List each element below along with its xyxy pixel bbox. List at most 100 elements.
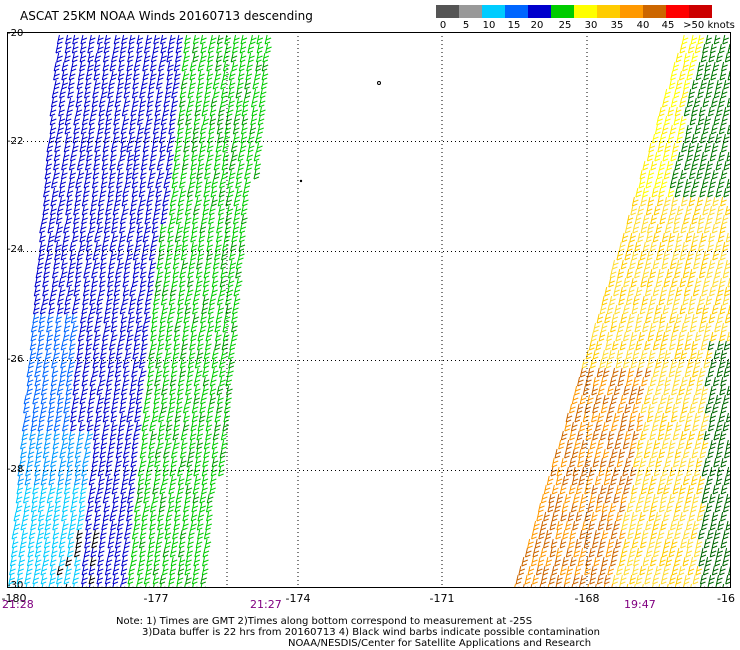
wind-barb	[31, 511, 38, 522]
wind-barb	[638, 178, 646, 189]
wind-barb	[159, 223, 167, 234]
wind-barb	[686, 538, 694, 549]
wind-barb	[593, 322, 600, 333]
wind-barb	[215, 313, 223, 324]
wind-barb	[143, 502, 151, 513]
wind-barb	[584, 403, 592, 414]
wind-barb	[592, 349, 600, 360]
wind-barb	[165, 340, 172, 351]
wind-barb	[652, 547, 660, 558]
wind-barb	[85, 511, 92, 522]
wind-barb	[255, 61, 262, 72]
wind-barb	[48, 475, 56, 486]
wind-barb	[722, 133, 730, 144]
wind-barb	[94, 511, 102, 522]
lon-label: -16	[717, 592, 735, 605]
wind-barb	[152, 304, 159, 315]
wind-barb	[103, 43, 111, 54]
wind-barb	[119, 232, 127, 243]
wind-barb	[130, 376, 138, 387]
wind-barb	[180, 79, 188, 90]
wind-barb	[611, 547, 619, 558]
wind-barb	[167, 313, 174, 324]
wind-barb	[186, 547, 193, 558]
wind-barb	[103, 421, 110, 432]
wind-barb	[144, 304, 151, 315]
wind-barb	[239, 142, 247, 153]
wind-barb	[722, 421, 730, 432]
wind-barb	[164, 430, 172, 441]
wind-barb	[185, 385, 192, 396]
wind-barb	[114, 376, 122, 387]
wind-barb	[642, 322, 649, 333]
wind-barb	[67, 268, 75, 279]
wind-barb	[91, 538, 98, 549]
wind-barb	[693, 151, 701, 162]
wind-barb	[203, 187, 211, 198]
wind-barb	[79, 394, 87, 405]
wind-barb	[663, 250, 670, 261]
wind-barb	[153, 475, 161, 486]
wind-barb	[703, 223, 711, 234]
wind-barb	[187, 277, 194, 288]
wind-barb	[61, 70, 69, 81]
wind-barb	[658, 349, 666, 360]
wind-barb	[193, 565, 200, 576]
wind-barb	[676, 340, 684, 351]
wind-barb	[120, 43, 127, 54]
wind-barb	[154, 376, 161, 387]
wind-barb	[714, 502, 722, 513]
legend-swatch	[528, 5, 551, 18]
wind-barb	[28, 358, 35, 369]
wind-barb	[233, 34, 240, 45]
wind-barb	[86, 331, 93, 342]
wind-barb	[183, 52, 190, 63]
wind-barb	[40, 394, 48, 405]
wind-barb	[193, 385, 201, 396]
wind-barb	[40, 484, 48, 495]
wind-barb	[46, 322, 53, 333]
wind-barb	[99, 448, 107, 459]
wind-barb	[179, 358, 187, 369]
wind-barb	[222, 142, 229, 153]
wind-barb	[61, 430, 69, 441]
wind-barb	[137, 376, 145, 387]
wind-barb	[681, 241, 689, 252]
wind-barb	[20, 439, 27, 450]
wind-barb	[70, 412, 77, 423]
wind-barb	[691, 106, 698, 117]
wind-barb	[119, 403, 126, 414]
wind-barb	[205, 430, 212, 441]
wind-barb	[58, 286, 66, 297]
wind-barb	[229, 259, 237, 270]
wind-barb	[168, 403, 175, 414]
wind-barb	[696, 484, 703, 495]
wind-barb	[113, 115, 120, 126]
wind-barb	[683, 106, 691, 117]
wind-barb	[203, 268, 211, 279]
wind-barb	[169, 106, 177, 117]
wind-barb	[648, 457, 655, 468]
wind-barb	[122, 358, 130, 369]
wind-barb	[17, 565, 24, 576]
wind-barb	[222, 70, 230, 81]
wind-barb	[222, 421, 230, 432]
wind-barb	[716, 574, 723, 585]
wind-barb	[43, 439, 51, 450]
wind-barb	[221, 250, 228, 261]
wind-barb	[578, 502, 586, 513]
wind-barb	[261, 70, 269, 81]
wind-barb	[176, 34, 184, 45]
wind-barb	[615, 484, 623, 495]
wind-barb	[72, 223, 80, 234]
wind-barb	[201, 475, 209, 486]
wind-barb	[162, 556, 169, 567]
wind-barb	[154, 106, 162, 117]
wind-barb	[114, 106, 122, 117]
wind-barb	[235, 187, 243, 198]
wind-barb	[619, 574, 627, 585]
wind-barb	[621, 232, 629, 243]
wind-barb	[637, 232, 644, 243]
wind-barb	[111, 223, 118, 234]
wind-barb	[172, 187, 179, 198]
